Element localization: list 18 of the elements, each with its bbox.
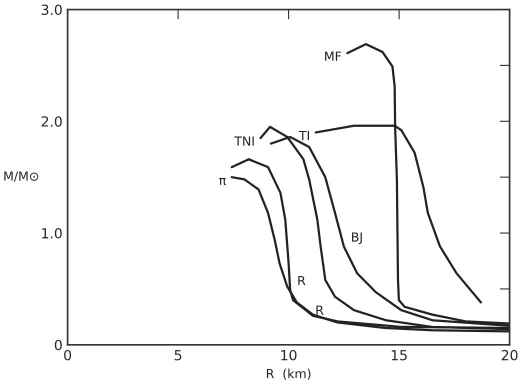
x-tick-label: 20	[502, 350, 518, 360]
annotation: R	[316, 306, 324, 315]
y-tick-label: 2.0	[42, 116, 62, 127]
x-tick-label: 5	[174, 350, 182, 360]
series-label: π	[219, 178, 226, 186]
series-label: TI	[298, 130, 309, 140]
y-tick-label: 0	[54, 340, 62, 350]
y-tick-label: 1.0	[42, 228, 62, 239]
x-axis-title: R (km)	[266, 368, 310, 380]
x-tick-label: 10	[281, 350, 297, 360]
series-label: MF	[325, 52, 342, 61]
x-tick-label: 0	[64, 350, 72, 360]
y-tick-label: 3.0	[42, 4, 62, 15]
series-label: TNI	[234, 136, 254, 146]
series-label: BJ	[352, 232, 362, 244]
y-axis-title: M/M⊙	[4, 172, 38, 182]
series-label: R	[298, 276, 306, 286]
x-tick-label: 15	[392, 350, 407, 360]
